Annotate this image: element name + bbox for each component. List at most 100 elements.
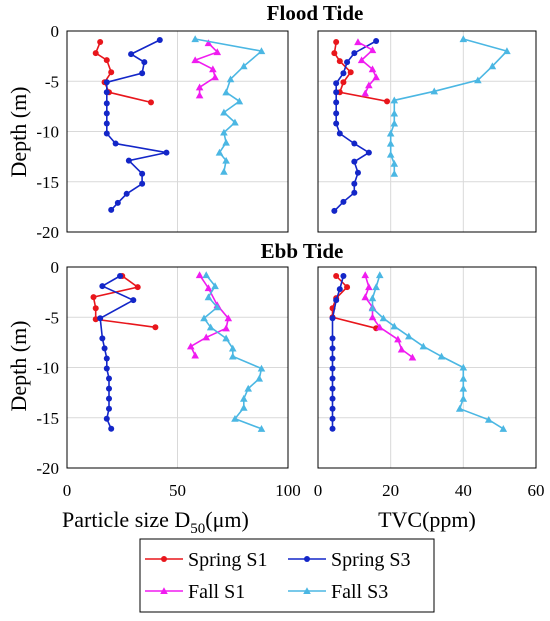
data-point	[139, 70, 146, 77]
data-point	[329, 315, 336, 322]
data-point	[123, 190, 130, 197]
flood-d50-panel: 0 -5 -10 -15 -20	[36, 22, 289, 242]
data-point	[354, 169, 361, 176]
x-tick-label: 20	[382, 481, 399, 500]
data-point	[101, 345, 108, 352]
data-point	[354, 38, 362, 46]
data-point	[361, 89, 370, 97]
ebb-tvc-frame	[317, 266, 537, 469]
data-point	[329, 375, 336, 382]
data-point	[437, 352, 446, 360]
data-point	[333, 120, 340, 127]
data-point	[103, 120, 110, 127]
data-point	[103, 89, 110, 96]
x-tick-label: 0	[63, 481, 72, 500]
data-point	[357, 56, 366, 64]
y-tick-label: -5	[45, 72, 59, 91]
data-point	[128, 51, 135, 58]
data-point	[92, 50, 99, 57]
legend-marker	[304, 556, 310, 562]
data-point	[139, 180, 146, 187]
data-point	[244, 384, 253, 392]
data-point	[329, 335, 336, 342]
data-point	[340, 70, 347, 77]
series-line	[371, 274, 504, 430]
series-fall-s1	[191, 39, 222, 99]
data-point	[351, 50, 358, 57]
data-point	[240, 62, 248, 70]
data-point	[329, 385, 336, 392]
data-point	[459, 35, 468, 43]
y-tick-label: -5	[45, 308, 59, 327]
y-tick-label: 0	[51, 22, 60, 41]
data-point	[336, 130, 343, 137]
data-point	[488, 62, 497, 70]
data-point	[351, 158, 358, 165]
data-point	[222, 138, 230, 146]
x-axis-label-d50-unit: (μm)	[205, 507, 249, 532]
x-axis-label-d50-main: Particle size D	[62, 507, 190, 532]
data-point	[329, 345, 336, 352]
data-point	[114, 199, 121, 206]
data-point	[99, 335, 106, 342]
data-point	[156, 37, 163, 44]
data-point	[351, 189, 358, 196]
series-fall-s1	[186, 271, 233, 359]
data-point	[200, 314, 208, 322]
data-point	[503, 47, 511, 55]
data-point	[340, 79, 347, 86]
data-point	[186, 342, 195, 350]
flood-tide-title: Flood Tide	[267, 1, 364, 25]
data-point	[105, 375, 112, 382]
x-axis-label-d50-sub: 50	[190, 521, 205, 537]
y-tick-label: -20	[36, 223, 59, 242]
data-point	[191, 351, 199, 359]
panels: 0-5-10-15-200-5-10-15-200 50 100 0 20 40 60	[36, 22, 544, 500]
legend-item-spring-s3: Spring S3	[288, 549, 410, 571]
data-point	[228, 352, 237, 360]
data-point	[105, 395, 112, 402]
data-point	[459, 374, 468, 382]
data-point	[117, 273, 124, 280]
data-point	[344, 284, 351, 291]
data-point	[340, 273, 347, 280]
data-point	[474, 76, 482, 84]
legend-label: Fall S3	[331, 581, 388, 603]
data-point	[195, 91, 204, 99]
data-point	[459, 394, 468, 402]
data-point	[224, 314, 233, 322]
data-point	[386, 150, 395, 158]
data-point	[103, 130, 110, 137]
x-tick-label: 40	[455, 481, 472, 500]
data-point	[455, 404, 464, 412]
data-point	[222, 156, 230, 164]
series-fall-s3	[200, 271, 266, 432]
data-point	[222, 88, 230, 96]
data-point	[375, 323, 384, 331]
data-point	[141, 59, 148, 66]
data-point	[222, 324, 230, 332]
data-point	[333, 39, 340, 46]
data-point	[228, 344, 237, 352]
data-point	[202, 333, 211, 341]
x-axis-label-d50: Particle size D50(μm)	[62, 507, 249, 537]
data-point	[103, 79, 110, 86]
legend-item-fall-s3: Fall S3	[288, 581, 388, 603]
data-point	[333, 297, 340, 304]
ebb-tide-title: Ebb Tide	[261, 239, 344, 263]
data-point	[368, 313, 377, 321]
legend-label: Spring S1	[188, 549, 267, 571]
data-point	[90, 294, 97, 301]
series-fall-s3	[368, 271, 508, 432]
legend-marker	[303, 587, 311, 595]
data-point	[147, 99, 154, 106]
data-point	[419, 342, 428, 350]
flood-tvc-panel	[317, 30, 537, 233]
data-point	[195, 83, 204, 91]
legend-box	[139, 538, 435, 613]
data-point	[130, 297, 137, 304]
data-point	[103, 100, 110, 107]
data-point	[351, 180, 358, 187]
data-point	[191, 35, 199, 43]
